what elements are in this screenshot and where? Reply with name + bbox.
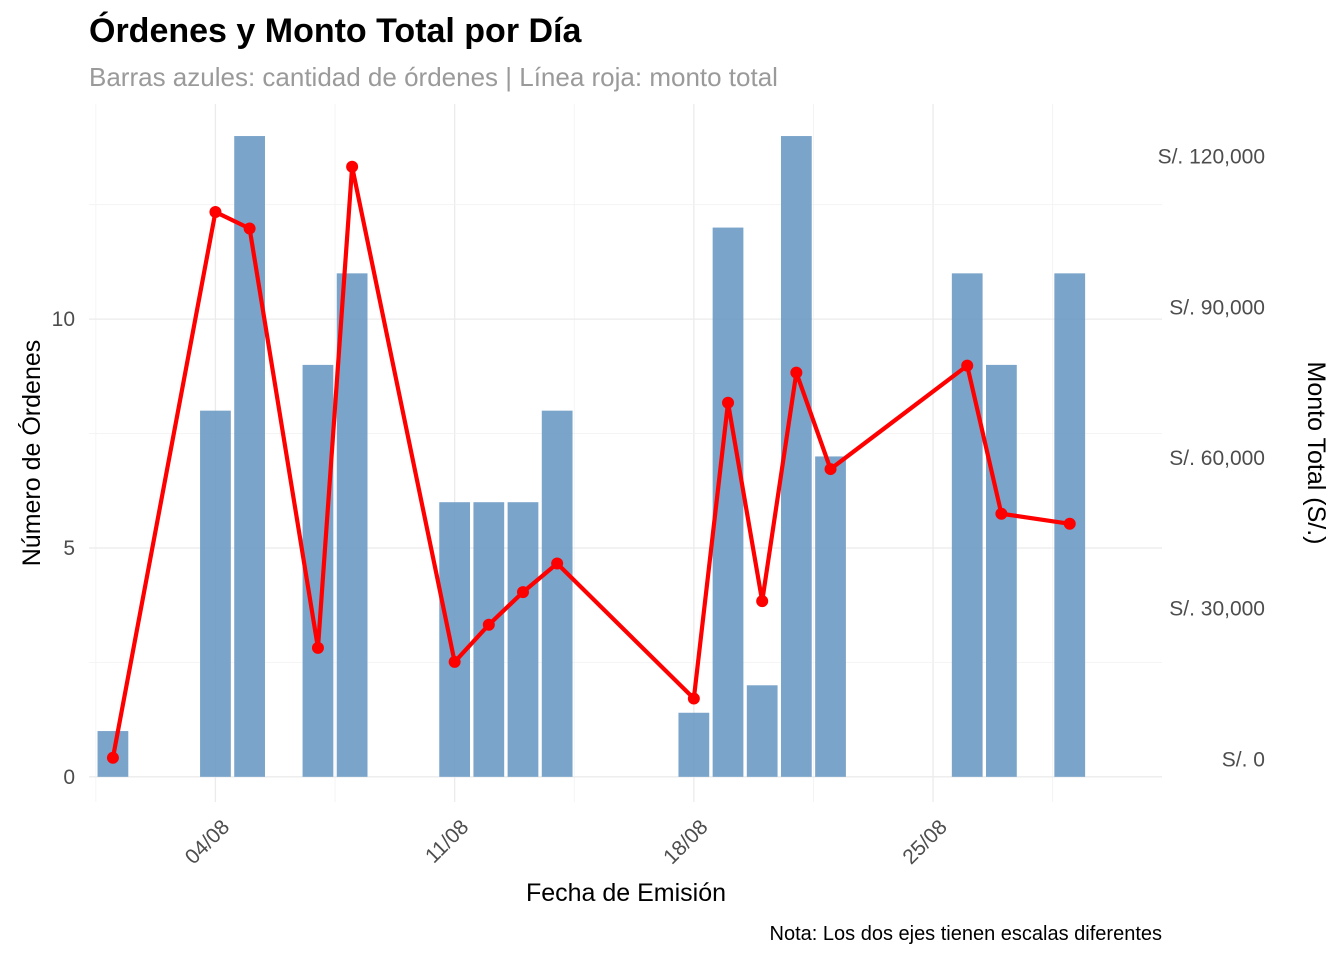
line-point bbox=[311, 641, 324, 654]
bar bbox=[986, 364, 1017, 777]
y-left-tick-label: 0 bbox=[63, 766, 75, 789]
line-point bbox=[346, 160, 359, 173]
x-tick-label: 04/08 bbox=[181, 815, 234, 868]
line-point bbox=[995, 507, 1008, 520]
x-axis-ticks: 04/08 11/08 18/08 25/08 bbox=[181, 815, 952, 868]
y-right-tick-label: S/. 0 bbox=[1222, 748, 1265, 771]
chart-caption: Nota: Los dos ejes tienen escalas difere… bbox=[770, 923, 1162, 945]
y-right-axis-ticks: S/. 0 S/. 30,000 S/. 60,000 S/. 90,000 S/. 1… bbox=[1158, 146, 1265, 772]
line-point bbox=[551, 557, 564, 570]
line-point bbox=[722, 396, 735, 409]
line-point bbox=[106, 751, 119, 764]
y-right-tick-label: S/. 60,000 bbox=[1169, 447, 1265, 470]
bar bbox=[302, 364, 334, 777]
line-point bbox=[961, 359, 974, 372]
line-point bbox=[687, 692, 700, 705]
y-left-tick-label: 5 bbox=[63, 537, 75, 560]
line-point bbox=[756, 595, 769, 608]
y-right-tick-label: S/. 90,000 bbox=[1169, 296, 1265, 319]
y-right-tick-label: S/. 120,000 bbox=[1158, 146, 1265, 169]
bar bbox=[541, 410, 573, 777]
line-point bbox=[790, 366, 803, 379]
bar bbox=[815, 456, 846, 777]
line-point bbox=[209, 205, 222, 218]
bar bbox=[234, 136, 265, 777]
bar bbox=[951, 273, 983, 777]
line-point bbox=[482, 618, 495, 631]
line-point bbox=[448, 655, 461, 668]
line-point bbox=[1063, 517, 1076, 530]
bar bbox=[678, 712, 710, 777]
x-tick-label: 11/08 bbox=[421, 815, 473, 867]
y-right-tick-label: S/. 30,000 bbox=[1169, 598, 1265, 621]
line-series bbox=[106, 160, 1076, 764]
y-right-axis-title: Monto Total (S/.) bbox=[1302, 362, 1330, 545]
bar bbox=[439, 502, 471, 777]
bar bbox=[336, 273, 368, 777]
chart-title: Órdenes y Monto Total por Día bbox=[89, 12, 582, 50]
line-point bbox=[243, 222, 256, 235]
line-point bbox=[516, 586, 529, 599]
x-tick-label: 25/08 bbox=[898, 815, 951, 868]
x-tick-label: 18/08 bbox=[659, 815, 712, 868]
bar bbox=[746, 685, 778, 777]
y-left-axis-title: Número de Órdenes bbox=[17, 340, 46, 567]
x-axis-title: Fecha de Emisión bbox=[526, 879, 726, 907]
bar bbox=[473, 502, 505, 777]
bar bbox=[780, 136, 812, 777]
bar bbox=[200, 410, 231, 777]
bar bbox=[507, 502, 539, 777]
y-left-axis-ticks: 0 5 10 bbox=[52, 308, 75, 789]
y-left-tick-label: 10 bbox=[52, 308, 75, 331]
chart-subtitle: Barras azules: cantidad de órdenes | Lín… bbox=[89, 62, 778, 92]
bars-series bbox=[97, 136, 1086, 777]
line-point bbox=[824, 463, 837, 476]
